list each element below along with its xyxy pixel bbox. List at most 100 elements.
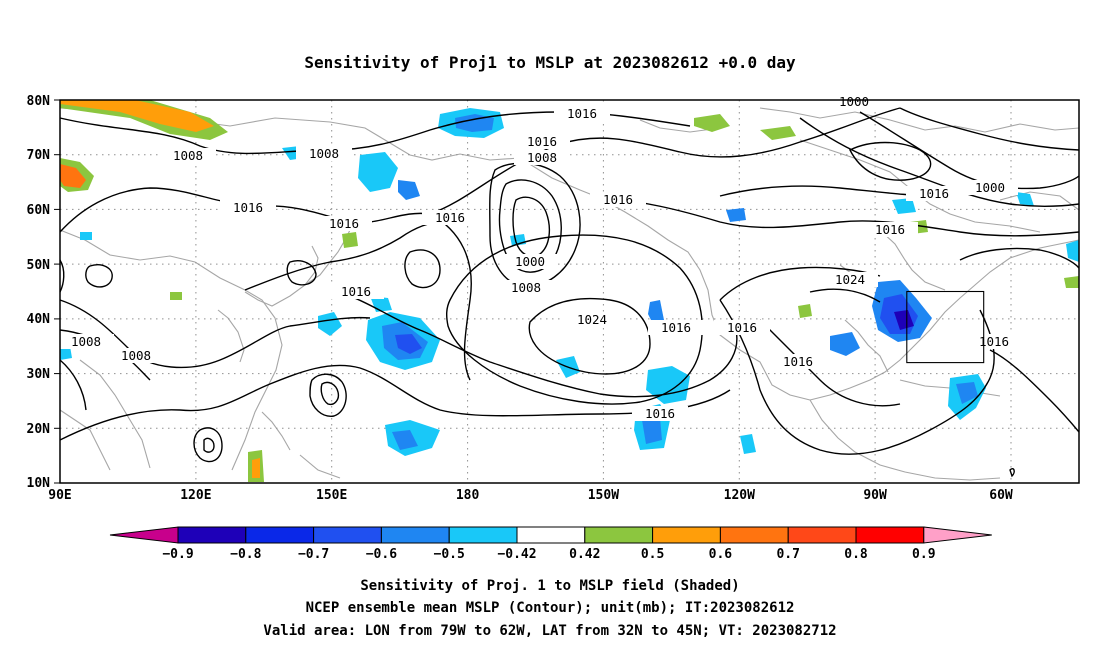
colorbar-tick-label: −0.7 — [298, 547, 329, 562]
contour-label: 1016 — [919, 186, 949, 201]
shade-positive — [694, 114, 730, 132]
latitude-axis: 80N 70N 60N 50N 40N 30N 20N 10N — [27, 94, 60, 491]
colorbar-tick-label: −0.42 — [497, 547, 536, 562]
colorbar-segment — [516, 526, 586, 544]
longitude-axis: 90E 120E 150E 180 150W 120W 90W 60W — [48, 488, 1013, 503]
shade-negative — [398, 180, 420, 200]
sensitivity-shading — [60, 100, 1079, 482]
shade-negative — [60, 346, 72, 360]
caption-line-3: Valid area: LON from 79W to 62W, LAT fro… — [263, 623, 836, 639]
colorbar-segment — [652, 526, 721, 544]
colorbar-tick-label: 0.8 — [844, 547, 868, 562]
shade-negative — [358, 152, 398, 192]
lat-tick-label: 80N — [27, 94, 51, 109]
shade-positive — [60, 100, 228, 140]
lat-tick-label: 40N — [27, 312, 51, 327]
contour-label: 1016 — [527, 134, 557, 149]
shade-positive — [1064, 276, 1079, 288]
colorbar-tick-label: 0.42 — [569, 547, 600, 562]
colorbar-segment — [313, 526, 382, 544]
caption-line-1: Sensitivity of Proj. 1 to MSLP field (Sh… — [360, 578, 739, 594]
contour-label: 1016 — [567, 106, 597, 121]
contour-label: 1016 — [435, 210, 465, 225]
colorbar-high-extension — [923, 526, 992, 544]
contour-label: 1000 — [839, 94, 869, 109]
lon-tick-label: 90W — [863, 488, 887, 503]
colorbar-segment — [787, 526, 857, 544]
mslp-contours — [59, 107, 1080, 478]
lon-tick-label: 120W — [724, 488, 755, 503]
contour-label: 1008 — [309, 146, 339, 161]
lat-tick-label: 50N — [27, 258, 51, 273]
contour-labels: 1016 1016 1008 1008 1016 1016 1016 1008 … — [58, 94, 1022, 421]
colorbar-tick-label: 0.5 — [641, 547, 664, 562]
contour-label: 1000 — [975, 180, 1005, 195]
colorbar-tick-label: 0.9 — [912, 547, 935, 562]
shade-negative — [892, 198, 916, 214]
contour-label: 1016 — [233, 200, 263, 215]
colorbar-tick-label: −0.6 — [366, 547, 397, 562]
contour-label: 1016 — [341, 284, 371, 299]
lat-tick-label: 60N — [27, 203, 51, 218]
colorbar-segment — [380, 526, 450, 544]
colorbar-tick-label: 0.7 — [776, 547, 799, 562]
colorbar-segment — [448, 526, 518, 544]
lon-tick-label: 60W — [989, 488, 1013, 503]
lon-tick-label: 150E — [316, 488, 347, 503]
shade-negative — [956, 382, 978, 404]
lat-tick-label: 30N — [27, 367, 51, 382]
contour-label: 1016 — [645, 406, 675, 421]
lat-tick-label: 70N — [27, 148, 51, 163]
colorbar-segment — [584, 526, 654, 544]
shade-negative — [646, 366, 690, 404]
colorbar-tick-label: −0.5 — [434, 547, 465, 562]
contour-label: 1016 — [661, 320, 691, 335]
shade-positive — [60, 100, 214, 132]
colorbar-low-extension — [109, 526, 179, 544]
map-title: Sensitivity of Proj1 to MSLP at 20230826… — [304, 53, 796, 72]
contour-label: 1016 — [875, 222, 905, 237]
contour-label: 1024 — [577, 312, 607, 327]
contour-label: 1016 — [727, 320, 757, 335]
shade-negative — [455, 114, 494, 132]
map-panel: 1016 1016 1008 1008 1016 1016 1016 1008 … — [58, 94, 1080, 484]
contour-label: 1016 — [979, 334, 1009, 349]
colorbar-tick-label: −0.9 — [162, 547, 193, 562]
map-frame — [59, 99, 1080, 484]
colorbar-segment — [245, 526, 315, 544]
shade-negative — [1016, 192, 1034, 206]
shade-negative — [80, 232, 92, 240]
caption-line-2: NCEP ensemble mean MSLP (Contour); unit(… — [306, 600, 795, 616]
shade-negative — [392, 430, 418, 450]
shade-negative — [395, 334, 422, 354]
graticule — [60, 100, 1079, 483]
shade-positive — [60, 164, 86, 188]
shade-negative — [830, 332, 860, 356]
shade-positive — [252, 458, 260, 478]
contour-label: 1008 — [527, 150, 557, 165]
shade-negative — [648, 300, 664, 326]
contour-label: 1008 — [173, 148, 203, 163]
contour-label: 1016 — [603, 192, 633, 207]
contour-label: 1000 — [515, 254, 545, 269]
colorbar-tick-label: 0.6 — [709, 547, 733, 562]
contour-label: 1008 — [511, 280, 541, 295]
colorbar-tick-label: −0.8 — [230, 547, 261, 562]
lon-tick-label: 150W — [588, 488, 619, 503]
colorbar-segment — [855, 526, 925, 544]
lat-tick-label: 10N — [27, 476, 51, 491]
lon-tick-label: 180 — [456, 488, 480, 503]
colorbar-segment — [177, 526, 247, 544]
shade-negative — [740, 434, 756, 454]
colorbar: −0.9 −0.8 −0.7 −0.6 −0.5 −0.42 0.42 0.5 0.6 0.7 0.… — [109, 526, 992, 562]
shade-negative — [318, 312, 342, 336]
shade-positive — [798, 304, 812, 318]
valid-area-box — [906, 290, 985, 364]
shade-negative — [894, 310, 914, 330]
shade-negative — [726, 208, 746, 222]
lon-tick-label: 120E — [180, 488, 211, 503]
contour-label: 1016 — [783, 354, 813, 369]
contour-label: 1024 — [835, 272, 865, 287]
shade-positive — [170, 292, 182, 300]
